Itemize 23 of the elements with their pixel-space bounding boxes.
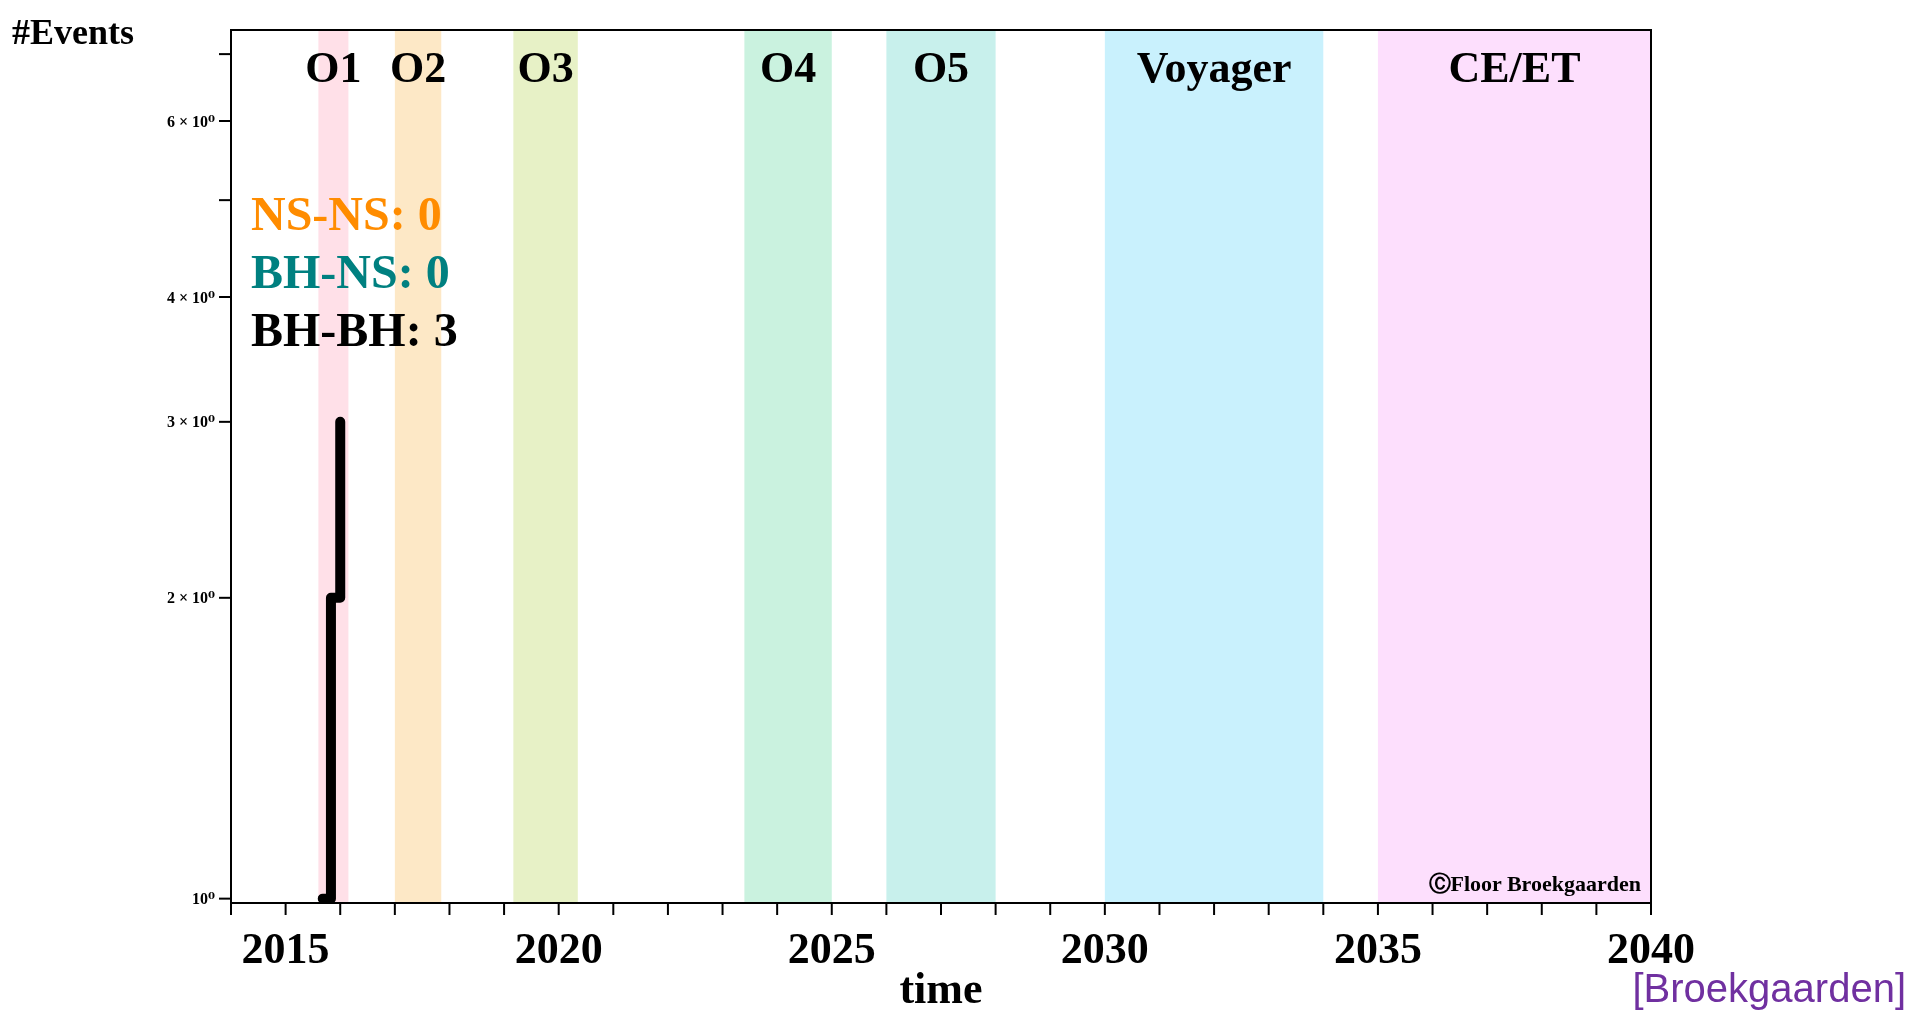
annotation: BH-NS: 0 [251,245,450,298]
band-label: O5 [912,43,970,92]
band-label: O3 [517,43,574,92]
band-label: Voyager [1136,43,1292,92]
y-tick-label: 2 × 10⁰ [166,589,215,607]
band-label: O1 [305,43,362,92]
x-tick-label: 2020 [514,924,603,973]
y-tick-label: 3 × 10⁰ [166,413,215,431]
annotation: NS-NS: 0 [251,187,442,240]
x-tick-label: 2030 [1060,924,1149,973]
y-tick-label: 4 × 10⁰ [166,288,215,306]
x-tick-label: 2035 [1333,924,1422,973]
band-label: O4 [759,43,817,92]
x-axis-title: time [899,964,983,1013]
x-tick-label: 2015 [241,924,330,973]
y-tick-label: 10⁰ [191,890,215,908]
y-axis-title: #Events [12,12,135,52]
band-label: O2 [389,43,447,92]
y-tick-label: 6 × 10⁰ [166,112,215,130]
x-tick-label: 2025 [787,924,876,973]
annotation: BH-BH: 3 [251,303,458,356]
band-label: CE/ET [1448,43,1581,92]
annotation: ⒸFloor Broekgaarden [1428,871,1641,896]
